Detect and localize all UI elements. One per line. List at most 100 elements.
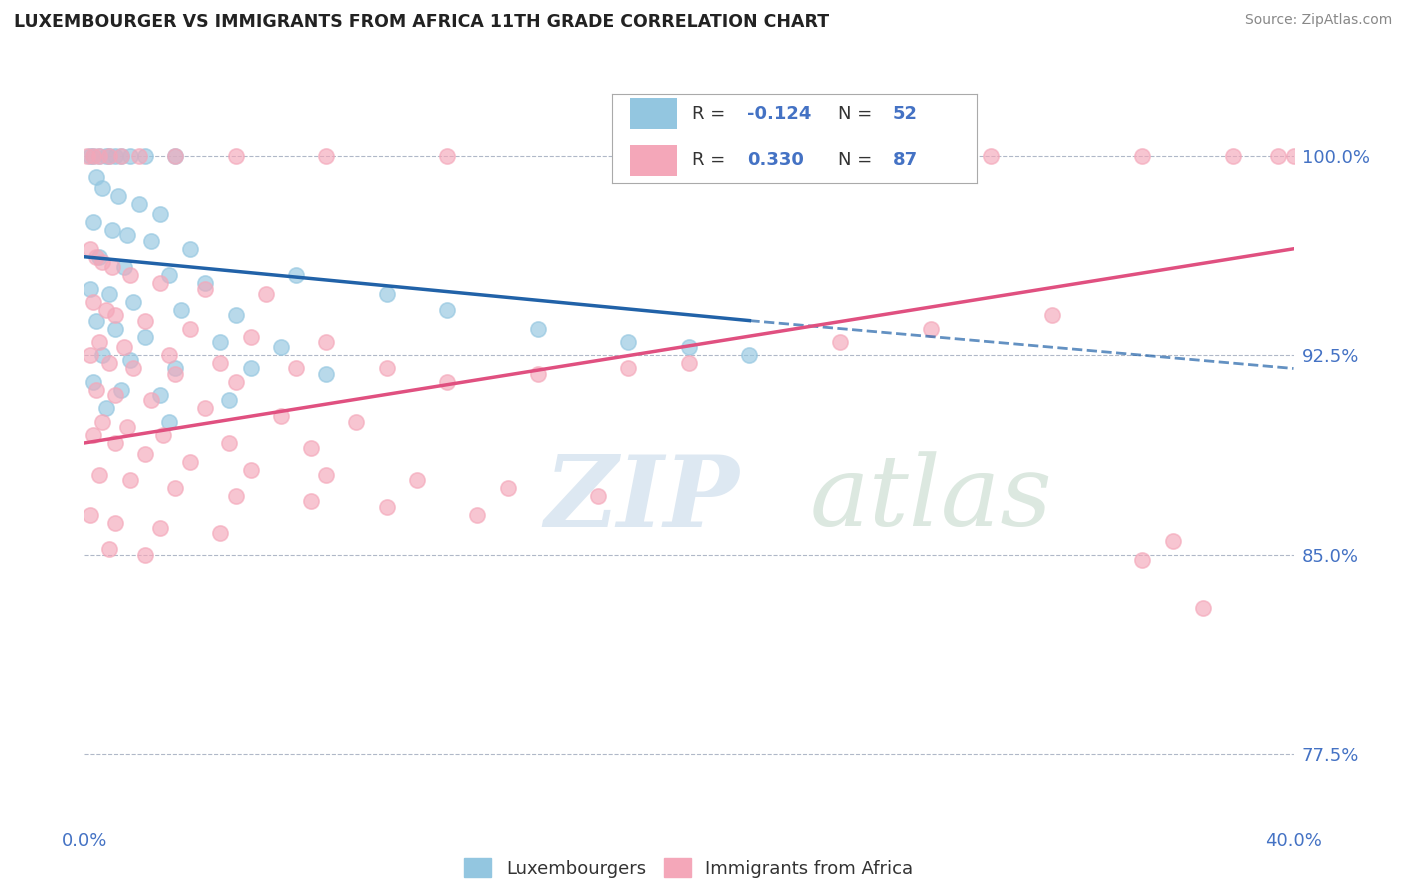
Point [285,268,308,283]
Text: Source: ZipAtlas.com: Source: ZipAtlas.com [1244,13,1392,28]
Point [149,521,172,535]
Point [97,287,120,301]
Point [97,356,120,370]
FancyBboxPatch shape [630,98,678,129]
Point [225,149,247,163]
Point [1040,308,1063,322]
Point [165,149,187,163]
Point [225,308,247,322]
Point [209,334,232,349]
Point [209,526,232,541]
Point [270,409,292,424]
Point [149,207,172,221]
Point [920,149,942,163]
Point [218,436,240,450]
Point [79,149,101,163]
Point [157,415,180,429]
Point [79,508,101,522]
Point [104,436,127,450]
Point [436,302,458,317]
Point [91,415,114,429]
Point [82,375,104,389]
Point [115,420,138,434]
Point [194,401,217,416]
Point [118,268,141,283]
Point [315,467,337,482]
Point [1132,149,1154,163]
Point [112,260,135,275]
Text: N =: N = [838,104,879,123]
Point [86,250,108,264]
Point [179,454,201,468]
Point [107,188,129,202]
Point [121,295,143,310]
Point [104,321,127,335]
Point [97,149,120,163]
Point [239,462,262,476]
Point [315,334,337,349]
Point [104,308,127,322]
Text: 0.330: 0.330 [747,151,804,169]
Point [152,428,174,442]
Point [588,489,610,503]
Point [128,196,150,211]
Point [97,542,120,557]
Point [118,353,141,368]
Point [134,149,156,163]
Point [179,321,201,335]
Point [270,340,292,354]
Point [315,367,337,381]
Legend: Luxembourgers, Immigrants from Africa: Luxembourgers, Immigrants from Africa [457,851,921,885]
Point [121,361,143,376]
Point [496,481,519,495]
Text: R =: R = [692,104,731,123]
FancyBboxPatch shape [630,145,678,176]
Point [1132,553,1154,567]
Point [157,348,180,362]
Point [82,428,104,442]
Point [97,149,120,163]
Point [1267,149,1289,163]
Point [375,500,398,514]
Point [738,348,761,362]
Point [375,287,398,301]
Point [115,228,138,243]
Point [134,313,156,327]
Point [165,149,187,163]
Point [82,149,104,163]
Point [738,149,761,163]
Point [118,473,141,487]
Point [406,473,429,487]
Point [1192,600,1215,615]
Point [617,361,640,376]
Point [1282,149,1305,163]
Point [209,356,232,370]
Point [179,242,201,256]
Point [375,361,398,376]
Point [527,321,550,335]
Point [89,467,111,482]
Point [149,277,172,291]
Point [79,348,101,362]
Point [299,494,322,508]
Point [91,348,114,362]
Point [617,334,640,349]
Point [239,329,262,343]
Point [134,548,156,562]
Point [89,334,111,349]
Point [91,255,114,269]
Point [94,401,117,416]
Point [218,393,240,408]
Point [134,447,156,461]
Text: R =: R = [692,151,731,169]
Point [91,180,114,194]
Point [149,388,172,402]
Point [110,149,132,163]
Point [194,282,217,296]
Point [94,149,117,163]
Point [194,277,217,291]
Point [139,393,162,408]
Point [100,260,122,275]
Point [82,149,104,163]
Point [315,149,337,163]
